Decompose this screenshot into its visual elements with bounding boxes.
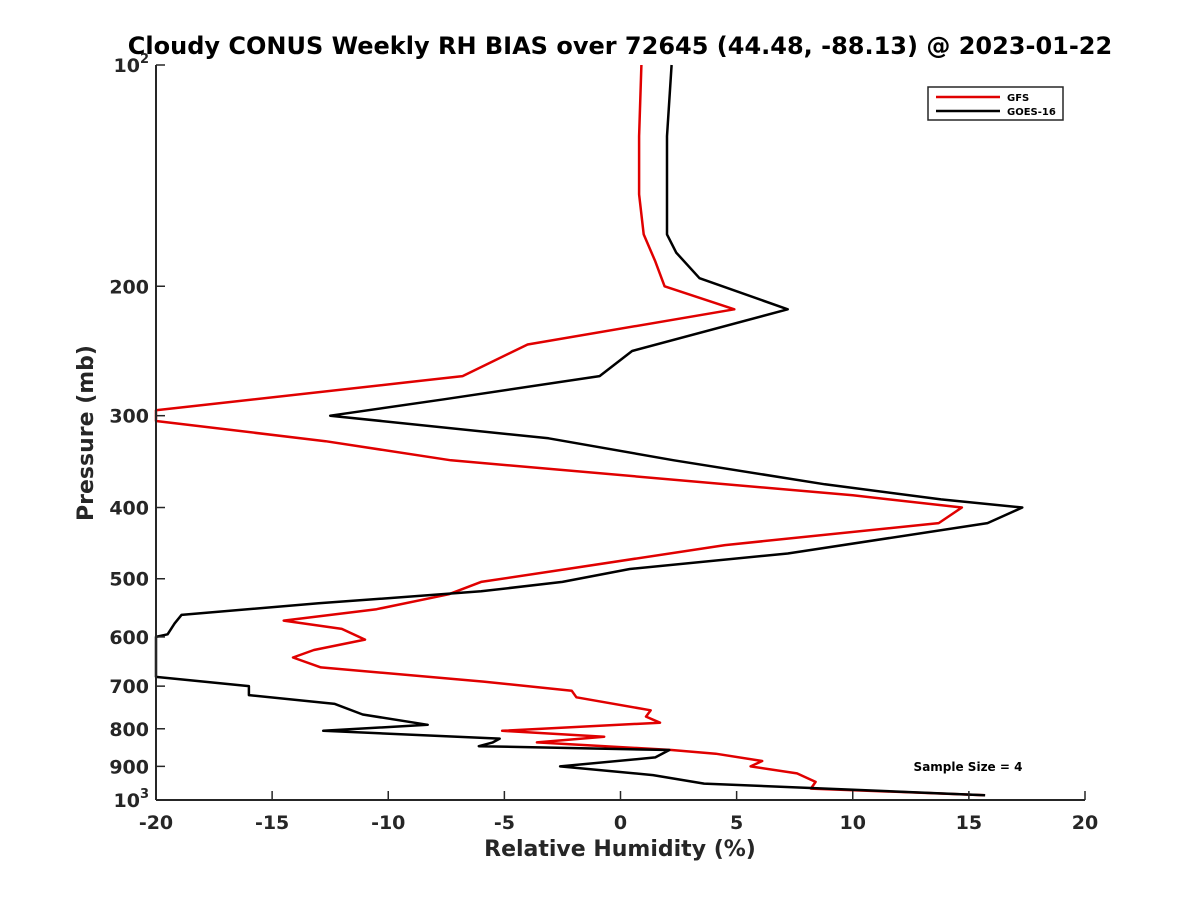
y-tick-label: 103 [114,787,150,812]
y-ticks: 102 200 300 400 500 600 700 800 900 103 [109,52,165,812]
y-tick-label: 600 [109,627,149,649]
legend-entry-goes16: GOES-16 [936,107,1056,118]
x-tick-label: -20 [139,812,173,834]
y-tick-label: 200 [109,276,149,298]
x-ticks: -20 -15 -10 -5 0 5 10 15 20 [139,791,1098,834]
legend-label-gfs: GFS [1007,93,1029,104]
y-tick-label: 500 [109,569,149,591]
y-axis-label: Pressure (mb) [74,345,99,521]
series-layer [154,64,1024,797]
legend: GFS GOES-16 [927,86,1064,121]
x-tick-label: 0 [614,812,627,834]
y-tick-label: 700 [109,676,149,698]
series-line-gfs [154,64,986,797]
x-tick-label: 15 [956,812,982,834]
legend-label-goes16: GOES-16 [1007,107,1056,118]
y-tick-label: 800 [109,719,149,741]
y-tick-label: 900 [109,756,149,778]
x-tick-label: 20 [1072,812,1098,834]
y-tick-label: 300 [109,406,149,428]
x-tick-label: 10 [840,812,866,834]
x-tick-label: -10 [371,812,405,834]
y-tick-label: 400 [109,498,149,520]
y-tick-label: 102 [114,52,150,77]
series-line-goes16 [154,64,1024,797]
x-tick-label: -15 [255,812,289,834]
plot-area: -20 -15 -10 -5 0 5 10 15 20 102 200 300 400 500 600 70… [109,52,1098,834]
legend-box [927,86,1064,121]
sample-size-annotation: Sample Size = 4 [914,760,1023,774]
chart-title: Cloudy CONUS Weekly RH BIAS over 72645 (… [128,32,1112,60]
x-tick-label: -5 [494,812,515,834]
legend-entry-gfs: GFS [936,93,1029,104]
x-tick-label: 5 [730,812,743,834]
x-axis-label: Relative Humidity (%) [484,837,756,862]
